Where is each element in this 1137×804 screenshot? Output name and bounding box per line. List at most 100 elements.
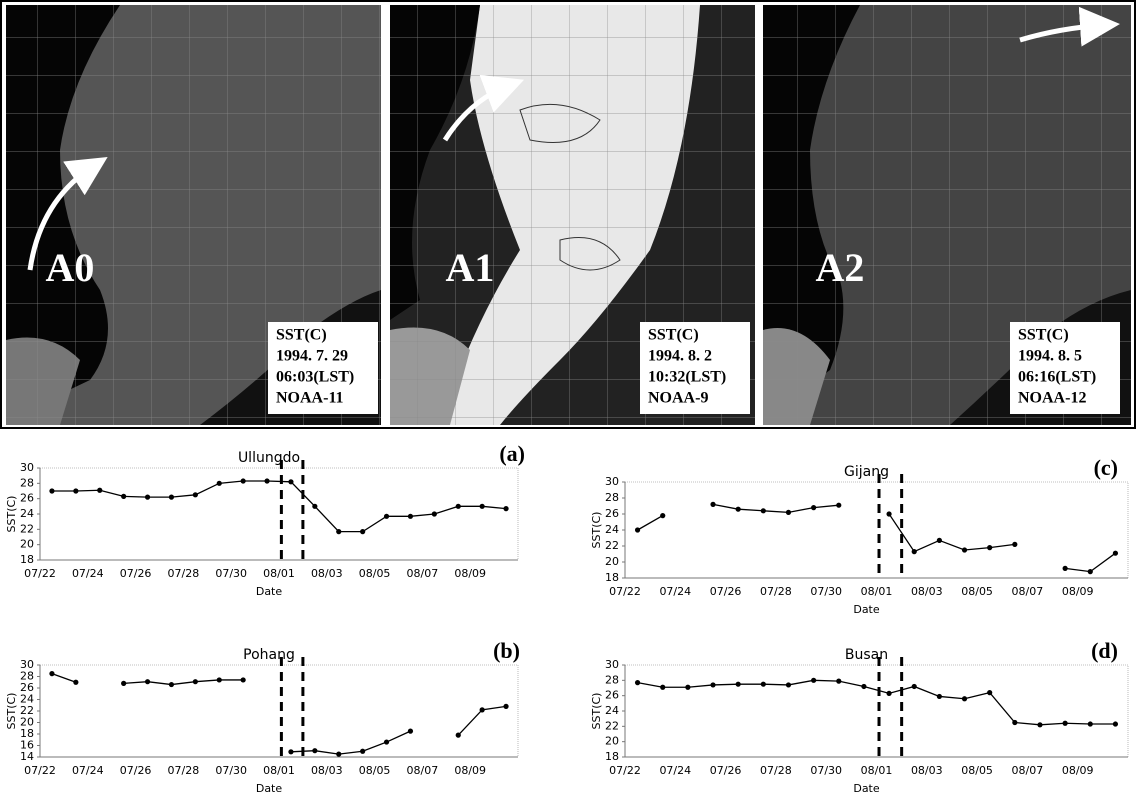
data-point <box>455 732 461 738</box>
x-tick-label: 08/05 <box>961 585 993 598</box>
data-point <box>760 508 766 514</box>
data-point <box>710 501 716 507</box>
panel-label: (c) <box>1094 455 1118 480</box>
info-box <box>268 322 378 414</box>
y-tick-label: 30 <box>20 461 34 474</box>
data-point <box>121 493 127 499</box>
series-line <box>51 480 507 533</box>
y-axis-label: SST(C) <box>5 693 18 730</box>
x-tick-label: 07/24 <box>72 764 104 777</box>
data-point <box>49 488 55 494</box>
data-point <box>407 513 414 519</box>
data-point <box>312 503 318 509</box>
panel-label: A0 <box>46 245 95 290</box>
panel-label: A1 <box>446 245 495 290</box>
plot-area <box>624 481 1129 579</box>
data-point <box>168 681 175 688</box>
data-point <box>336 751 342 757</box>
chart-title: Gijang <box>844 464 889 480</box>
data-point <box>936 693 942 700</box>
y-tick-label: 26 <box>605 689 619 702</box>
x-tick-label: 08/05 <box>961 764 993 777</box>
data-point <box>936 537 942 544</box>
info-text: SST(C) <box>276 327 327 344</box>
y-tick-label: 28 <box>20 670 34 683</box>
chart-title: Pohang <box>243 647 295 663</box>
series-line <box>637 503 1116 573</box>
data-point <box>168 494 175 500</box>
y-tick-label: 20 <box>605 555 619 568</box>
chart-title: Busan <box>845 647 888 663</box>
data-point <box>886 690 892 696</box>
x-tick-label: 08/03 <box>911 585 943 598</box>
data-point <box>383 513 390 519</box>
x-tick-label: 07/22 <box>609 764 641 777</box>
data-point <box>1112 550 1119 556</box>
x-tick-label: 07/30 <box>215 764 247 777</box>
data-point <box>836 502 842 508</box>
data-point <box>503 506 509 512</box>
data-point <box>961 696 968 702</box>
data-point <box>785 509 792 515</box>
info-text: 06:16(LST) <box>1018 369 1096 386</box>
data-point <box>861 683 867 690</box>
x-tick-label: 07/22 <box>24 764 56 777</box>
x-tick-label: 07/22 <box>609 585 641 598</box>
data-point <box>836 678 842 684</box>
y-tick-label: 18 <box>20 727 34 740</box>
data-point <box>216 677 222 683</box>
data-point <box>144 679 151 685</box>
data-point <box>73 488 79 494</box>
y-tick-label: 26 <box>20 681 34 694</box>
plot-area <box>624 664 1129 758</box>
x-axis-label: Date <box>256 585 283 598</box>
data-point <box>192 492 198 498</box>
info-text: 10:32(LST) <box>648 369 726 386</box>
data-point <box>216 480 222 486</box>
x-tick-label: 08/01 <box>861 764 893 777</box>
data-point <box>1012 541 1018 548</box>
data-point <box>1087 721 1093 727</box>
data-point <box>1112 721 1119 727</box>
y-tick-label: 20 <box>605 735 619 748</box>
x-axis-label: Date <box>256 782 283 795</box>
y-tick-label: 24 <box>605 704 619 717</box>
data-point <box>121 680 127 687</box>
y-tick-label: 22 <box>20 704 34 717</box>
panel-label: (a) <box>499 441 525 466</box>
info-text: 1994. 8. 5 <box>1018 348 1082 365</box>
data-point <box>660 513 666 519</box>
y-tick-label: 30 <box>20 658 34 671</box>
satellite-image <box>390 5 755 425</box>
x-tick-label: 08/09 <box>1062 585 1094 598</box>
x-tick-label: 07/24 <box>72 567 104 580</box>
x-tick-label: 08/07 <box>1012 585 1044 598</box>
y-tick-label: 20 <box>20 716 34 729</box>
data-point <box>192 679 198 685</box>
data-point <box>785 682 792 688</box>
x-tick-label: 07/26 <box>120 567 152 580</box>
y-tick-label: 24 <box>20 507 34 520</box>
panel-label: A2 <box>816 245 865 290</box>
x-tick-label: 07/26 <box>710 764 742 777</box>
info-text: SST(C) <box>1018 327 1069 344</box>
data-point <box>360 529 366 535</box>
x-tick-label: 07/26 <box>120 764 152 777</box>
y-axis-label: SST(C) <box>590 512 603 549</box>
data-point <box>383 739 390 745</box>
data-point <box>911 683 917 690</box>
x-tick-label: 07/30 <box>810 764 842 777</box>
data-point <box>240 677 246 683</box>
plot-area <box>39 664 519 758</box>
info-box <box>1010 322 1120 414</box>
data-point <box>455 503 461 509</box>
data-point <box>431 511 437 517</box>
data-point <box>1012 719 1018 726</box>
series-line <box>637 679 1116 726</box>
satellite-image <box>763 5 1131 425</box>
data-point <box>1037 722 1043 728</box>
data-point <box>710 682 716 688</box>
x-tick-label: 08/01 <box>263 567 295 580</box>
data-point <box>660 684 666 690</box>
